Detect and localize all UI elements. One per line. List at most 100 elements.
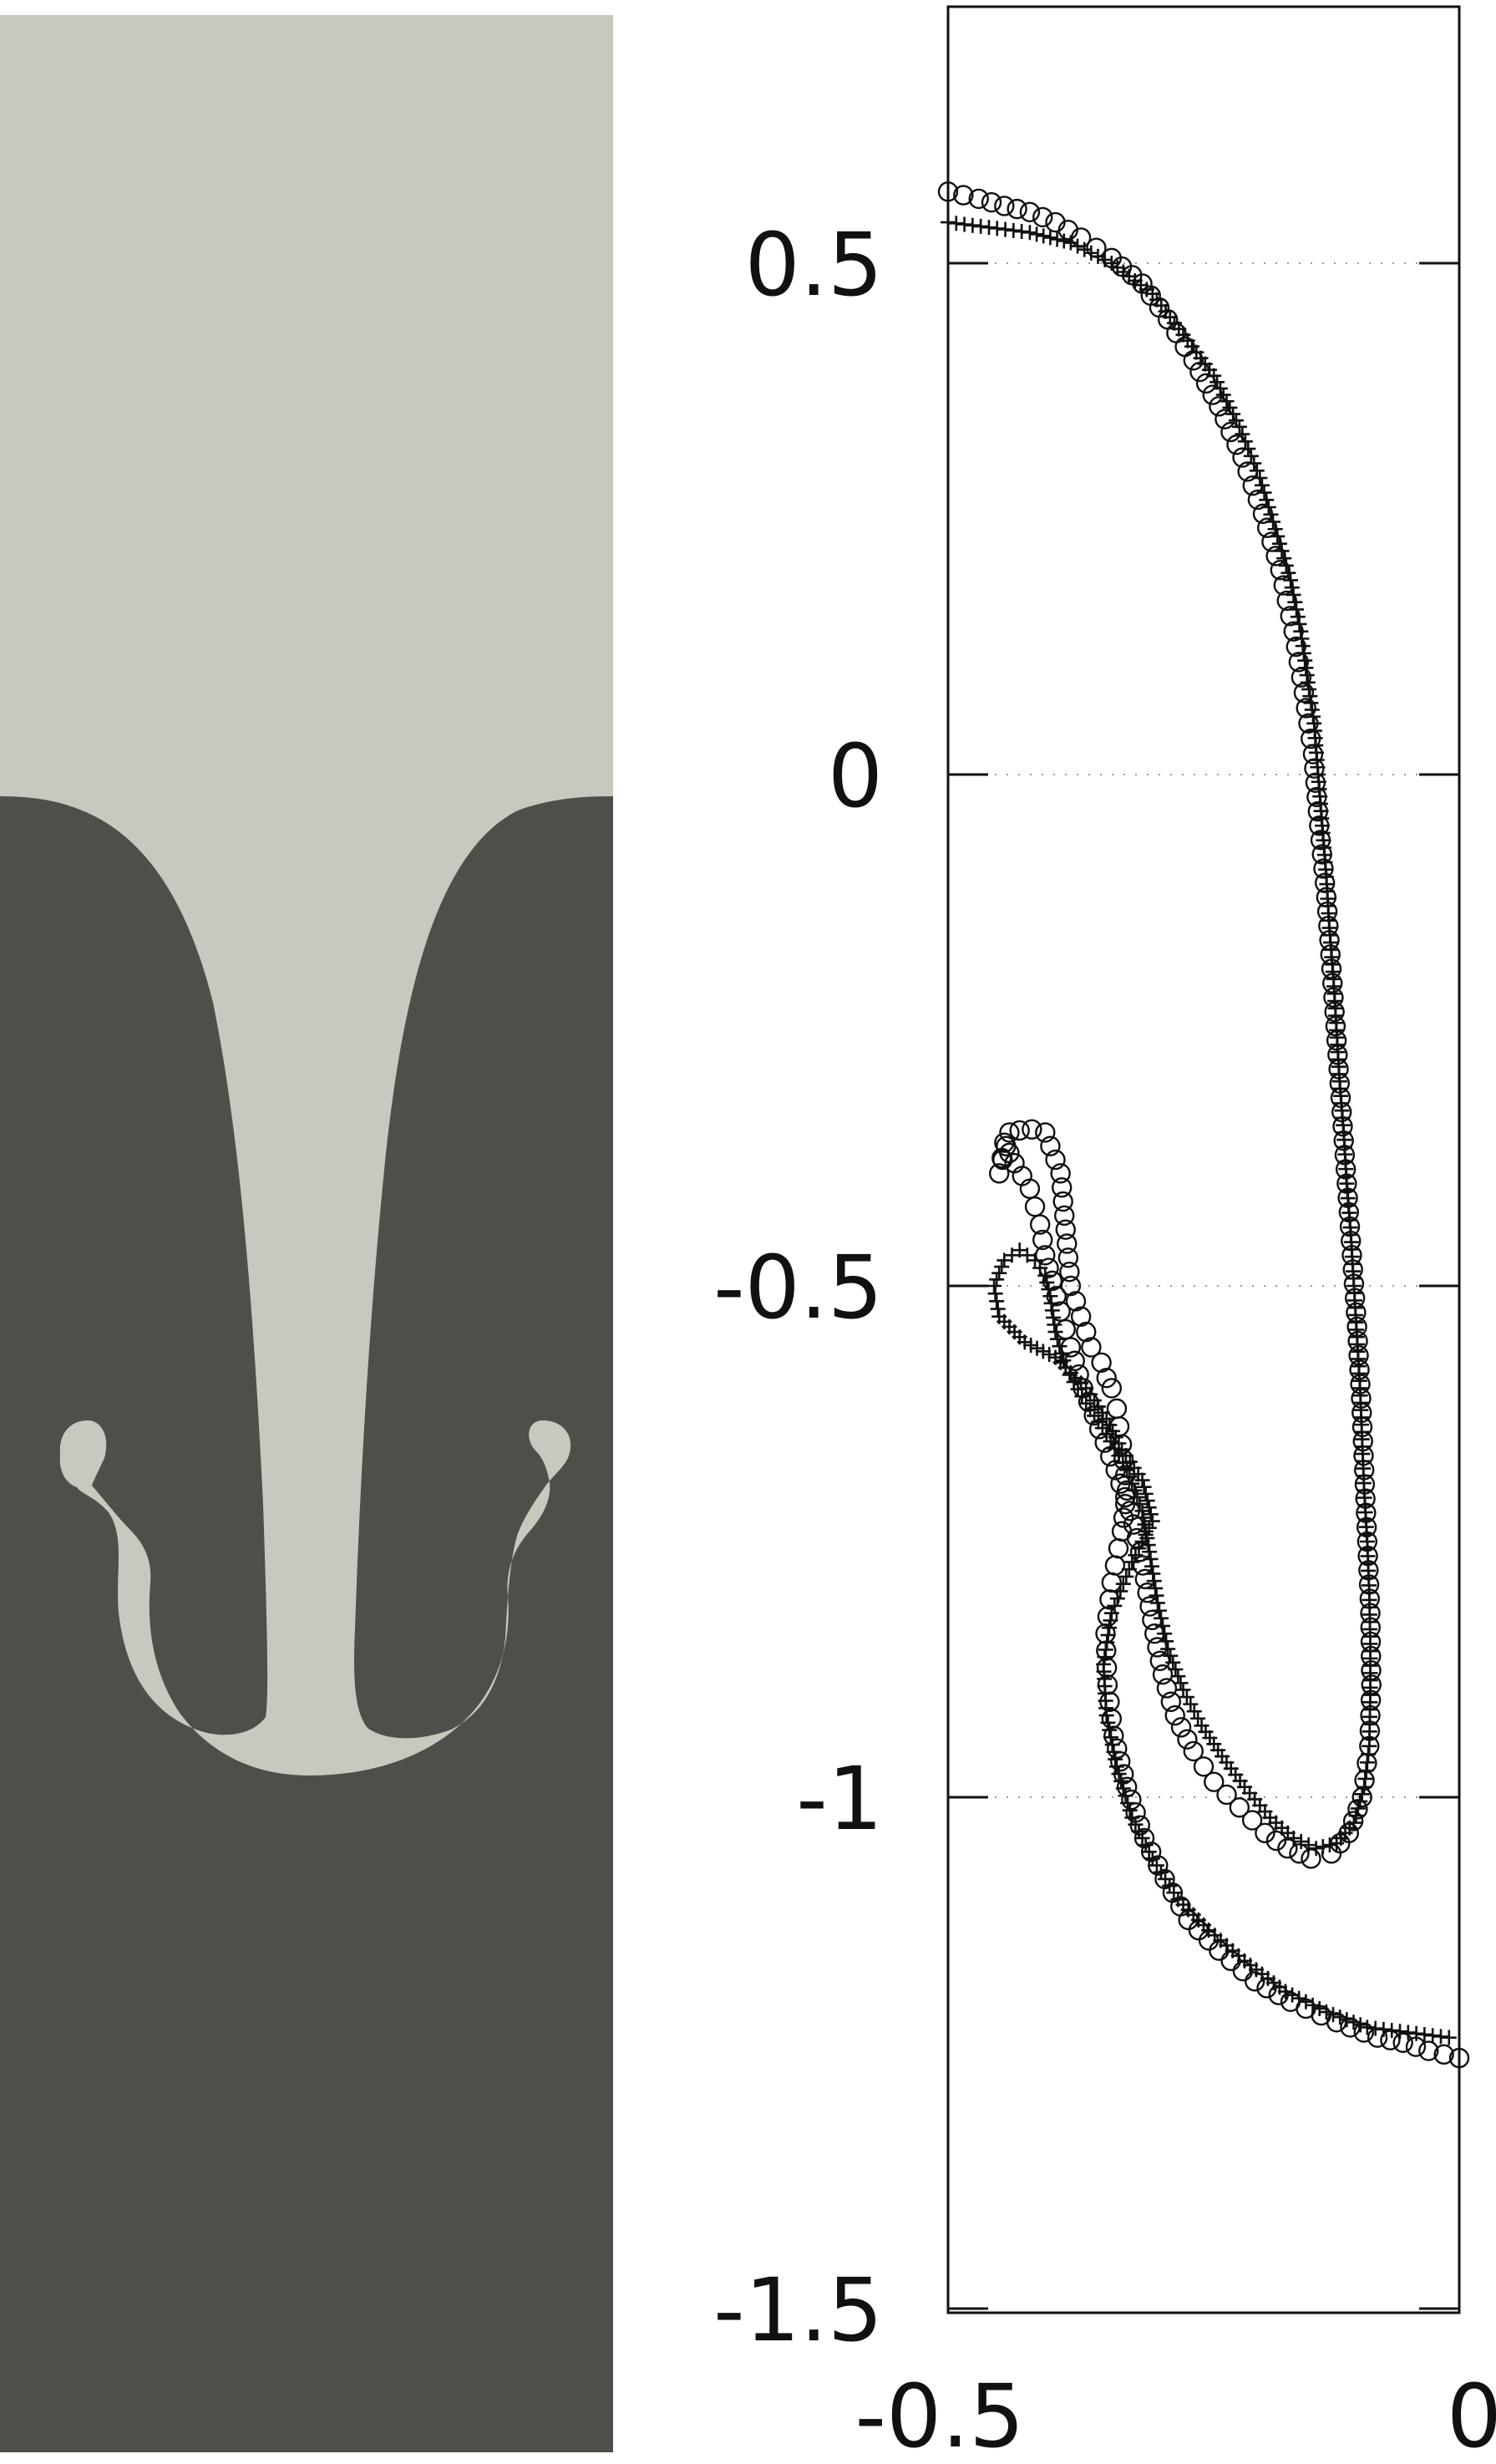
circle-marker [1361,1645,1382,1667]
circle-marker [1129,1815,1151,1836]
circle-marker [1360,1603,1381,1623]
circle-marker [1088,1419,1110,1440]
circle-series [937,181,1470,2069]
circle-marker [1328,1059,1349,1080]
circle-marker [1152,1664,1174,1685]
circle-marker [1319,930,1340,951]
circle-marker [1202,384,1223,405]
plus-marker [1052,1339,1067,1354]
circle-marker [1357,1545,1378,1567]
circle-marker [1314,872,1336,893]
series-layer [937,181,1470,2069]
circle-marker [1334,1145,1356,1166]
circle-marker [1177,1729,1198,1750]
circle-marker [1178,1909,1199,1931]
circle-marker [1354,1474,1376,1495]
plus-marker [1023,1337,1039,1353]
circle-marker [1360,1689,1382,1710]
plus-marker [1029,226,1045,242]
plus-marker [1293,1834,1309,1850]
plus-marker [1143,1506,1159,1522]
plus-marker [1141,1520,1157,1536]
circle-marker [1306,786,1327,808]
circle-marker [1104,1555,1126,1576]
circle-marker [1316,901,1338,922]
circle-marker [1305,772,1326,793]
circle-marker [1270,560,1291,581]
plus-marker [1056,233,1072,249]
circle-marker [1327,1044,1348,1065]
circle-marker [1332,1115,1353,1137]
circle-marker [1103,1725,1124,1746]
circle-marker [1310,830,1331,851]
plus-marker [1277,1984,1293,1999]
circle-marker [1108,1537,1129,1559]
circle-marker [999,1122,1020,1143]
circle-marker [1004,1152,1025,1174]
circle-marker [1322,973,1343,993]
circle-marker [968,188,989,210]
plus-marker [1062,235,1078,251]
circle-marker [1339,1216,1361,1237]
plus-marker [1118,1568,1134,1584]
circle-marker [1113,1764,1134,1785]
circle-marker [1252,503,1274,525]
circle-marker [1101,1572,1123,1593]
circle-marker [1121,1789,1142,1811]
circle-marker [1059,1261,1080,1283]
plus-marker [989,1293,1005,1309]
circle-marker [1283,621,1304,642]
plus-marker [1042,1288,1058,1304]
circle-marker [1357,1752,1377,1774]
circle-marker [1070,227,1092,248]
circle-marker [1343,1273,1365,1294]
circle-marker [1361,1660,1382,1681]
circle-marker [1097,1606,1118,1627]
circle-marker [1052,1191,1073,1212]
circle-marker [1355,1488,1376,1509]
circle-marker [1245,1971,1265,1992]
circle-marker [1091,1352,1112,1374]
circle-marker [1220,1950,1241,1972]
plus-marker [1017,1334,1032,1350]
circle-marker [1147,1637,1168,1658]
circle-marker [1265,1830,1287,1852]
plus-marker [1141,1500,1157,1516]
circle-marker [1358,1574,1380,1595]
circle-marker [1311,844,1332,865]
circle-marker [1333,1130,1354,1151]
plus-marker [1165,1654,1181,1670]
plus-marker [1083,245,1099,261]
plus-marker [1278,557,1294,573]
circle-marker [1301,1848,1321,1869]
circle-marker [1268,1984,1289,2005]
circle-marker [1226,434,1247,455]
circle-marker [1140,1842,1162,1862]
circle-marker [1356,1517,1377,1538]
circle-marker [1353,2022,1374,2043]
circle-marker [1068,1364,1089,1385]
circle-marker [1392,2032,1413,2053]
circle-marker [996,1135,1017,1156]
plus-marker [1441,2030,1457,2045]
circle-marker [1114,1493,1136,1515]
circle-marker [1380,2030,1401,2050]
circle-marker [1189,361,1210,383]
plus-marker [1102,1722,1118,1738]
circle-marker [1348,1345,1369,1366]
plus-marker [1022,225,1037,241]
plus-marker [1035,1344,1051,1359]
circle-marker [1344,1288,1366,1308]
circle-marker [1096,1640,1117,1661]
circle-marker [1065,1291,1087,1312]
circle-marker [1342,1259,1363,1280]
circle-marker [1032,1229,1053,1251]
circle-marker [1367,2027,1388,2048]
circle-marker [1351,1786,1372,1808]
plus-marker [1235,426,1250,442]
circle-marker [1298,713,1319,734]
circle-marker [1133,1827,1155,1849]
circle-marker [1286,636,1306,658]
circle-marker [1354,1770,1375,1791]
circle-marker [1307,800,1329,822]
